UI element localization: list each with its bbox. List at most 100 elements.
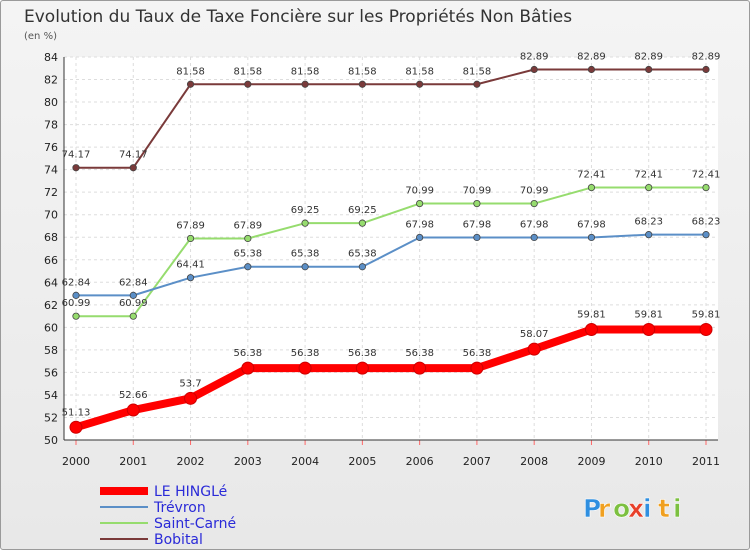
grid xyxy=(64,56,718,441)
y-tick-label: 66 xyxy=(44,254,58,267)
data-point xyxy=(416,199,424,208)
data-point xyxy=(530,199,538,208)
data-point xyxy=(298,361,312,375)
data-label: 56.38 xyxy=(348,348,377,359)
data-point xyxy=(416,80,424,88)
data-point xyxy=(241,361,255,375)
series-line xyxy=(76,186,706,318)
x-tick-label: 2000 xyxy=(62,455,90,468)
y-tick-label: 52 xyxy=(44,411,58,424)
data-point xyxy=(358,263,366,271)
x-tick-label: 2005 xyxy=(348,455,376,468)
x-tick-label: 2002 xyxy=(177,455,205,468)
logo-letter: x xyxy=(628,494,644,523)
data-label: 82.89 xyxy=(577,52,606,63)
data-point xyxy=(244,80,252,88)
x-tick-label: 2011 xyxy=(692,455,720,468)
data-label: 59.81 xyxy=(634,309,663,320)
data-point xyxy=(355,361,369,375)
logo-letter: i xyxy=(643,494,652,523)
data-label: 59.81 xyxy=(692,309,721,320)
data-point xyxy=(129,312,137,320)
data-label: 82.89 xyxy=(520,52,549,63)
data-point xyxy=(527,342,541,356)
data-point xyxy=(72,312,80,320)
series-line xyxy=(76,233,706,297)
legend-label: Trévron xyxy=(153,500,206,516)
axes: 50 52 54 56 58 60 62 64 66 68 70 72 74 76 78 80 82 84 2000… xyxy=(44,51,720,468)
y-tick-label: 80 xyxy=(44,96,58,109)
data-point xyxy=(702,183,710,192)
data-label: 81.58 xyxy=(348,66,377,77)
logo-letter: o xyxy=(613,494,630,523)
series-group: 74.17 74.17 81.58 81.58 81.58 81.58 81.58 81.58… xyxy=(62,52,721,434)
data-label: 82.89 xyxy=(692,52,721,63)
data-label: 69.25 xyxy=(291,205,320,216)
data-label: 81.58 xyxy=(463,66,492,77)
data-label: 56.38 xyxy=(405,348,434,359)
data-label: 81.58 xyxy=(176,66,205,77)
data-point xyxy=(244,263,252,271)
logo-letter: t xyxy=(658,494,670,523)
data-point xyxy=(473,199,481,208)
data-label: 59.81 xyxy=(577,309,606,320)
y-tick-label: 50 xyxy=(44,434,58,447)
x-tick-label: 2003 xyxy=(234,455,262,468)
y-tick-label: 78 xyxy=(44,119,58,132)
series-line xyxy=(74,325,706,432)
data-label: 60.99 xyxy=(62,298,91,309)
data-point xyxy=(244,234,252,243)
data-point xyxy=(473,233,481,242)
data-point xyxy=(358,219,366,227)
data-label: 70.99 xyxy=(405,186,434,197)
data-label: 52.66 xyxy=(119,390,148,401)
logo-letter: r xyxy=(598,494,611,523)
data-point xyxy=(301,80,309,88)
data-point xyxy=(530,65,538,74)
x-tick-label: 2007 xyxy=(463,455,491,468)
data-point xyxy=(301,263,309,271)
data-label: 67.98 xyxy=(520,219,549,230)
legend-label: LE HINGLé xyxy=(154,484,227,500)
data-label: 56.38 xyxy=(291,348,320,359)
x-tick-label: 2008 xyxy=(520,455,548,468)
data-label: 68.23 xyxy=(634,217,663,228)
data-label: 62.84 xyxy=(62,277,91,288)
data-point xyxy=(129,291,137,299)
data-point xyxy=(702,65,710,74)
data-label: 81.58 xyxy=(233,66,262,77)
plot-area xyxy=(64,57,718,440)
data-point xyxy=(72,291,80,299)
x-tick-label: 2001 xyxy=(119,455,147,468)
data-point xyxy=(186,234,195,243)
data-point xyxy=(72,164,80,172)
x-tick-label: 2009 xyxy=(577,455,605,468)
data-point xyxy=(184,391,198,405)
data-point xyxy=(587,233,596,242)
data-label: 56.38 xyxy=(463,348,492,359)
data-point xyxy=(645,65,653,74)
data-label: 65.38 xyxy=(348,249,377,260)
data-label: 58.07 xyxy=(520,329,549,340)
data-point xyxy=(416,233,424,242)
data-label: 74.17 xyxy=(119,150,148,161)
y-tick-label: 64 xyxy=(44,276,58,289)
data-label: 60.99 xyxy=(119,298,148,309)
data-label: 72.41 xyxy=(577,170,606,181)
data-label: 68.23 xyxy=(692,217,721,228)
data-label: 64.41 xyxy=(176,260,205,271)
data-label: 82.89 xyxy=(634,52,663,63)
y-tick-label: 82 xyxy=(44,74,58,87)
proxiti-logo: Pr oxi t i xyxy=(583,494,682,524)
data-point xyxy=(413,361,427,375)
data-point xyxy=(126,403,140,417)
data-point xyxy=(69,420,83,434)
data-label: 65.38 xyxy=(291,249,320,260)
data-point xyxy=(587,183,596,192)
data-point xyxy=(699,322,713,336)
data-point xyxy=(702,231,710,239)
data-label: 74.17 xyxy=(62,150,91,161)
data-label: 53.7 xyxy=(179,378,201,389)
data-label: 56.38 xyxy=(233,348,262,359)
data-label: 81.58 xyxy=(291,66,320,77)
